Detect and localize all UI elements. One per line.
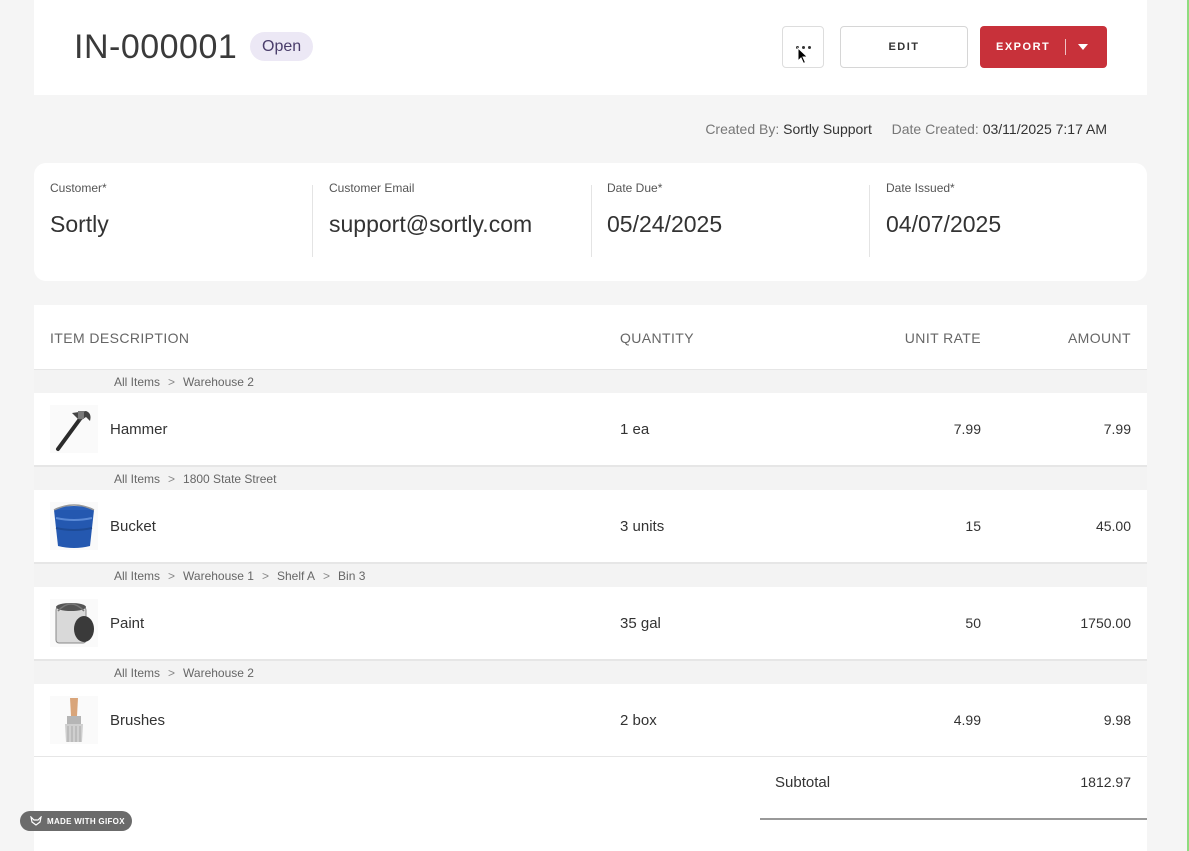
customer-field[interactable]: Customer* Sortly bbox=[34, 163, 312, 281]
divider bbox=[591, 185, 592, 257]
date-created-value: 03/11/2025 7:17 AM bbox=[982, 121, 1107, 137]
path-separator: > bbox=[323, 569, 331, 583]
path-segment: All Items bbox=[114, 375, 161, 389]
more-dots-icon bbox=[795, 45, 811, 49]
column-header-quantity: QUANTITY bbox=[620, 330, 694, 346]
item-name: Brushes bbox=[110, 712, 166, 729]
gifox-badge: MADE WITH GIFOX bbox=[20, 811, 132, 831]
item-name: Paint bbox=[110, 615, 145, 632]
column-header-amount: AMOUNT bbox=[1067, 330, 1131, 346]
path-segment: Warehouse 2 bbox=[183, 375, 254, 389]
table-row[interactable]: Brushes 2 box 4.99 9.98 bbox=[34, 684, 1147, 757]
item-location-path: All Items > Warehouse 2 bbox=[34, 369, 1147, 393]
path-separator: > bbox=[168, 569, 176, 583]
creation-meta: Created By: Sortly Support Date Created:… bbox=[705, 121, 1107, 137]
path-segment: 1800 State Street bbox=[183, 472, 277, 486]
customer-email-field[interactable]: Customer Email support@sortly.com bbox=[313, 163, 591, 281]
item-location-path: All Items > Warehouse 2 bbox=[34, 660, 1147, 684]
invoice-header: IN-000001 Open EDIT EXPORT bbox=[34, 0, 1147, 95]
date-issued-value: 04/07/2025 bbox=[886, 211, 1002, 237]
table-row[interactable]: Hammer 1 ea 7.99 7.99 bbox=[34, 393, 1147, 466]
export-divider bbox=[1065, 39, 1066, 55]
item-quantity: 3 units bbox=[620, 518, 665, 535]
column-header-unit-rate: UNIT RATE bbox=[904, 330, 981, 346]
date-due-label: Date Due* bbox=[607, 181, 663, 195]
export-label: EXPORT bbox=[996, 41, 1051, 53]
created-by-label: Created By: bbox=[705, 121, 780, 137]
path-segment: Warehouse 1 bbox=[183, 569, 254, 583]
item-quantity: 35 gal bbox=[620, 615, 661, 632]
item-name: Bucket bbox=[110, 518, 156, 535]
mouse-cursor-icon bbox=[797, 47, 809, 65]
path-segment: Bin 3 bbox=[338, 569, 366, 583]
fox-icon bbox=[30, 816, 42, 826]
gifox-badge-text: MADE WITH GIFOX bbox=[47, 816, 125, 826]
date-due-value: 05/24/2025 bbox=[607, 211, 723, 237]
invoice-info-card: Customer* Sortly Customer Email support@… bbox=[34, 163, 1147, 281]
date-due-field[interactable]: Date Due* 05/24/2025 bbox=[591, 163, 869, 281]
window-edge bbox=[1187, 0, 1189, 851]
date-issued-field[interactable]: Date Issued* 04/07/2025 bbox=[870, 163, 1147, 281]
paint-can-icon bbox=[50, 599, 98, 647]
date-issued-label: Date Issued* bbox=[886, 181, 955, 195]
item-location-path: All Items >1800 State Street bbox=[34, 466, 1147, 490]
chevron-down-icon[interactable] bbox=[1078, 44, 1088, 50]
edit-button[interactable]: EDIT bbox=[840, 26, 968, 68]
item-amount: 1750.00 bbox=[1080, 615, 1131, 631]
path-segment: Warehouse 2 bbox=[183, 666, 254, 680]
divider bbox=[312, 185, 313, 257]
path-segment: All Items bbox=[114, 472, 161, 486]
item-amount: 7.99 bbox=[1103, 421, 1131, 437]
subtotal-value: 1812.97 bbox=[1080, 774, 1131, 790]
customer-label: Customer* bbox=[50, 181, 107, 195]
status-badge: Open bbox=[250, 32, 314, 61]
path-segment: All Items bbox=[114, 569, 161, 583]
path-segment: Shelf A bbox=[276, 569, 316, 583]
path-separator: > bbox=[168, 472, 176, 486]
brush-icon bbox=[50, 696, 98, 744]
export-button[interactable]: EXPORT bbox=[980, 26, 1107, 68]
item-unit-rate: 4.99 bbox=[953, 712, 981, 728]
hammer-icon bbox=[50, 405, 98, 453]
date-created-label: Date Created: bbox=[891, 121, 979, 137]
subtotal-divider bbox=[760, 818, 1147, 820]
path-separator: > bbox=[168, 375, 176, 389]
subtotal-label: Subtotal bbox=[775, 774, 831, 791]
item-amount: 9.98 bbox=[1103, 712, 1131, 728]
item-quantity: 1 ea bbox=[620, 421, 650, 438]
customer-email-value: support@sortly.com bbox=[329, 211, 533, 237]
item-name: Hammer bbox=[110, 421, 168, 438]
item-unit-rate: 7.99 bbox=[953, 421, 981, 437]
path-separator: > bbox=[261, 569, 269, 583]
created-by-value: Sortly Support bbox=[783, 121, 872, 137]
column-header-description: ITEM DESCRIPTION bbox=[50, 330, 190, 346]
table-row[interactable]: Bucket 3 units 15 45.00 bbox=[34, 490, 1147, 563]
customer-email-label: Customer Email bbox=[329, 181, 415, 195]
item-unit-rate: 50 bbox=[965, 615, 981, 631]
customer-value: Sortly bbox=[50, 211, 109, 237]
item-quantity: 2 box bbox=[620, 712, 657, 729]
item-unit-rate: 15 bbox=[965, 518, 981, 534]
path-segment: All Items bbox=[114, 666, 161, 680]
item-amount: 45.00 bbox=[1095, 518, 1131, 534]
path-separator: > bbox=[168, 666, 176, 680]
bucket-icon bbox=[50, 502, 98, 550]
items-table: ITEM DESCRIPTION QUANTITY UNIT RATE AMOU… bbox=[34, 305, 1147, 851]
table-row[interactable]: Paint 35 gal 50 1750.00 bbox=[34, 587, 1147, 660]
invoice-number: IN-000001 bbox=[74, 28, 238, 66]
item-location-path: All Items > Warehouse 1 > Shelf A > Bin 3 bbox=[34, 563, 1147, 587]
divider bbox=[869, 185, 870, 257]
